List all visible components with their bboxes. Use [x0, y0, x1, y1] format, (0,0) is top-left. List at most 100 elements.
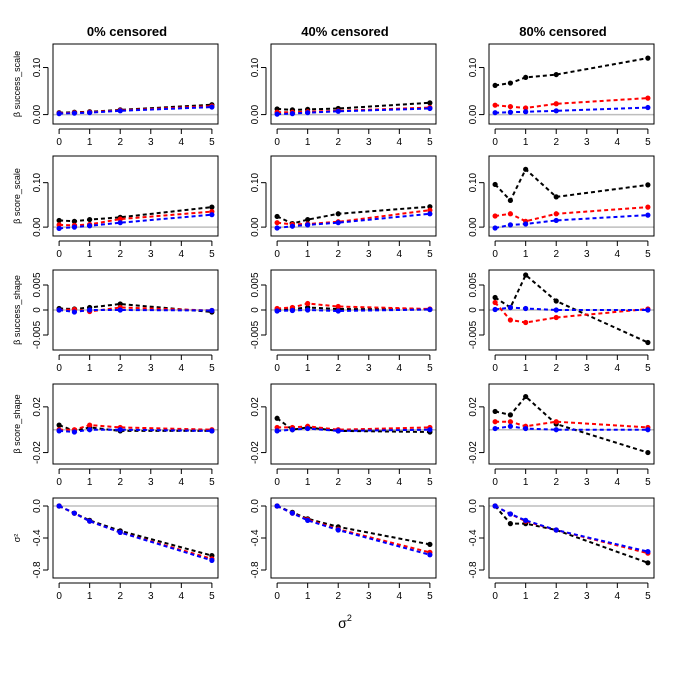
- row-label: β score_shape: [12, 394, 22, 453]
- data-point-blue: [71, 510, 77, 516]
- data-point-black: [553, 298, 559, 304]
- data-point-red: [507, 103, 513, 110]
- data-point-black: [492, 181, 498, 188]
- x-tick-label: 0: [492, 477, 498, 488]
- x-tick-label: 0: [274, 249, 280, 260]
- column-title-2: 80% censored: [519, 24, 606, 39]
- data-point-black: [507, 521, 513, 527]
- panel-r3-c0: 0 1 2 3 4 5 -0.02 0.02 β score_shape: [12, 383, 219, 488]
- data-point-red: [553, 419, 559, 425]
- x-tick-label: 0: [56, 137, 62, 148]
- x-tick-label: 3: [584, 363, 590, 374]
- series-line-blue: [58, 505, 213, 562]
- plot-frame: [488, 269, 655, 351]
- x-tick-label: 1: [523, 477, 529, 488]
- data-point-blue: [523, 425, 529, 432]
- x-tick-label: 5: [427, 137, 433, 148]
- data-point-blue: [305, 517, 311, 524]
- data-point-blue: [289, 427, 295, 433]
- data-point-blue: [645, 307, 651, 313]
- y-tick-label: 0.10: [250, 172, 261, 192]
- y-tick-label: 0: [468, 307, 479, 313]
- x-tick-label: 4: [397, 591, 403, 602]
- data-point-red: [645, 204, 651, 210]
- y-tick-label: 0.00: [32, 104, 43, 124]
- data-point-black: [56, 422, 62, 428]
- x-tick-label: 4: [179, 363, 185, 374]
- data-point-blue: [87, 307, 93, 313]
- row-label: β success_shape: [12, 275, 22, 345]
- panel-r1-c2: 0 1 2 3 4 5 0.00 0.10: [468, 155, 655, 260]
- data-point-blue: [427, 306, 433, 313]
- data-point-red: [553, 314, 559, 321]
- series-line-black: [494, 395, 649, 454]
- data-point-black: [553, 71, 559, 78]
- y-tick-label: -0.005: [32, 320, 43, 349]
- x-tick-label: 4: [179, 249, 185, 260]
- x-tick-label: 2: [553, 477, 559, 488]
- data-point-blue: [523, 305, 529, 312]
- data-point-blue: [507, 423, 513, 429]
- x-tick-label: 3: [584, 249, 590, 260]
- x-tick-label: 1: [523, 249, 529, 260]
- panel-r0-c0: 0 1 2 3 4 5 0.00 0.10 β success_scale: [12, 43, 219, 148]
- x-tick-label: 4: [179, 591, 185, 602]
- x-tick-label: 5: [645, 591, 651, 602]
- data-point-red: [492, 299, 498, 306]
- x-tick-label: 1: [87, 137, 93, 148]
- x-tick-label: 4: [615, 477, 621, 488]
- data-point-black: [507, 412, 513, 418]
- panel-r3-c1: 0 1 2 3 4 5 -0.02 0.02: [250, 383, 437, 488]
- x-tick-label: 0: [274, 477, 280, 488]
- column-title-0: 0% censored: [87, 24, 167, 39]
- data-point-blue: [117, 220, 123, 226]
- data-point-red: [87, 422, 93, 428]
- data-point-red: [523, 105, 529, 111]
- x-tick-label: 5: [645, 137, 651, 148]
- y-tick-label: -0.005: [468, 320, 479, 349]
- data-point-red: [553, 211, 559, 217]
- data-point-black: [645, 182, 651, 188]
- plot-frame: [270, 155, 437, 237]
- data-point-red: [492, 213, 498, 219]
- x-tick-label: 5: [645, 249, 651, 260]
- y-tick-label: 0.10: [250, 57, 261, 77]
- data-point-black: [523, 74, 529, 81]
- data-point-black: [71, 218, 77, 224]
- y-tick-label: -0.02: [250, 441, 261, 464]
- data-point-blue: [507, 304, 513, 311]
- x-tick-label: 2: [117, 137, 123, 148]
- x-tick-label: 3: [148, 249, 154, 260]
- data-point-blue: [492, 503, 498, 509]
- x-tick-label: 0: [274, 137, 280, 148]
- x-tick-label: 1: [305, 137, 311, 148]
- plot-frame: [270, 383, 437, 465]
- data-point-black: [427, 204, 433, 210]
- y-tick-label: -0.8: [250, 561, 261, 579]
- plot-frame: [52, 155, 219, 237]
- data-point-blue: [117, 307, 123, 313]
- data-point-red: [56, 222, 62, 228]
- data-point-blue: [553, 307, 559, 313]
- data-point-blue: [305, 425, 311, 432]
- y-tick-label: 0: [32, 307, 43, 313]
- data-point-blue: [335, 428, 341, 434]
- data-point-blue: [507, 511, 513, 517]
- x-tick-label: 2: [553, 591, 559, 602]
- x-tick-label: 1: [87, 477, 93, 488]
- y-tick-label: 0.00: [250, 104, 261, 124]
- data-point-blue: [117, 529, 123, 536]
- x-tick-label: 5: [645, 363, 651, 374]
- x-tick-label: 1: [305, 591, 311, 602]
- plot-frame: [270, 497, 437, 579]
- x-tick-label: 0: [56, 363, 62, 374]
- data-point-blue: [71, 224, 77, 230]
- plot-frame: [52, 269, 219, 351]
- data-point-black: [274, 213, 280, 220]
- data-point-black: [523, 393, 529, 400]
- row-label: β score_scale: [12, 168, 22, 224]
- data-point-black: [335, 211, 341, 217]
- data-point-blue: [645, 212, 651, 218]
- y-tick-label: 0: [250, 307, 261, 313]
